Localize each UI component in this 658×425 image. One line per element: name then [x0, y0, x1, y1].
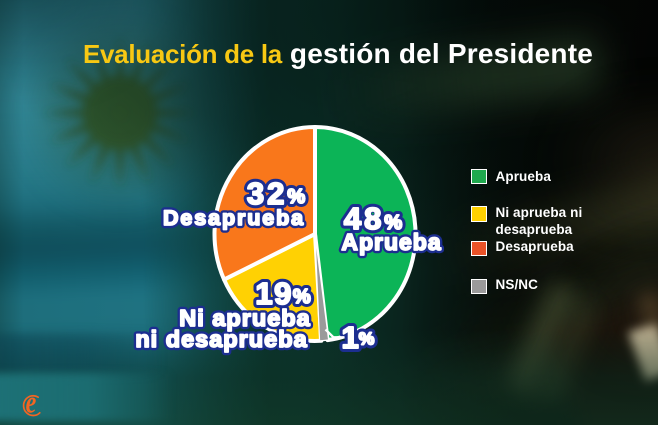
svg-text:19%: 19% — [255, 276, 310, 311]
svg-text:ni desaprueba: ni desaprueba — [135, 326, 307, 352]
svg-text:48%: 48% — [344, 201, 402, 236]
svg-text:Desaprueba: Desaprueba — [163, 206, 305, 230]
svg-text:Ni aprueba: Ni aprueba — [179, 305, 310, 331]
svg-text:1%: 1% — [342, 320, 375, 355]
svg-text:48%: 48% — [344, 201, 402, 236]
svg-text:ni desaprueba: ni desaprueba — [135, 326, 307, 352]
svg-text:Desaprueba: Desaprueba — [163, 206, 305, 230]
svg-text:Aprueba: Aprueba — [341, 229, 441, 255]
svg-text:Aprueba: Aprueba — [341, 229, 441, 255]
svg-text:e: e — [26, 391, 37, 420]
svg-text:Ni aprueba: Ni aprueba — [179, 305, 310, 331]
